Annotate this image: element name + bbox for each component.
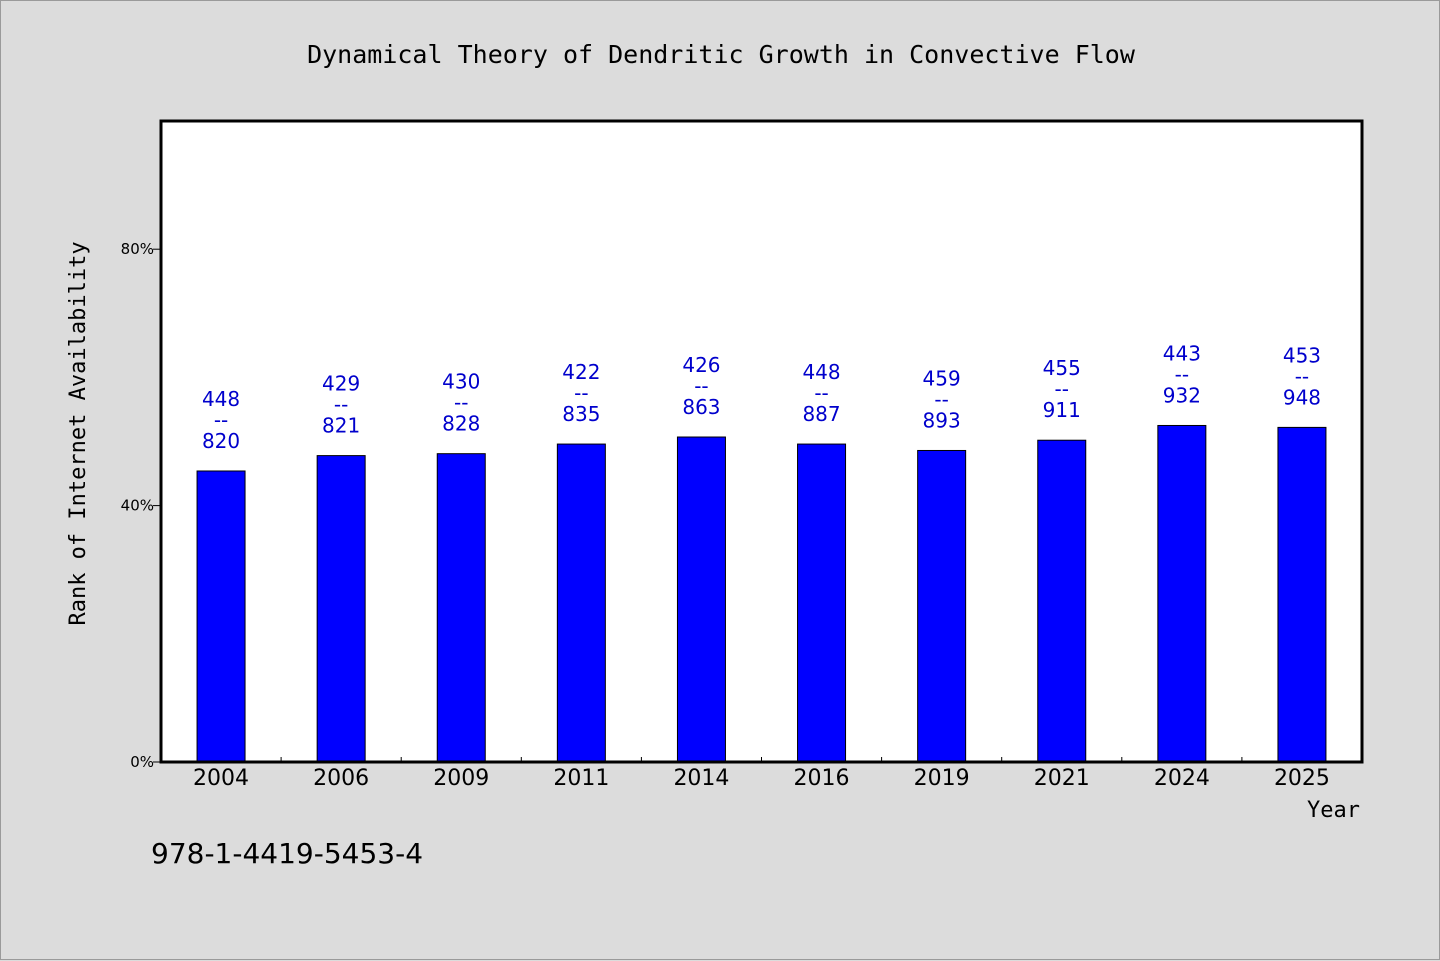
data-label-2019-2: 893 <box>923 408 961 432</box>
x-tick-label-2021: 2021 <box>1034 766 1090 791</box>
data-label-2004-0: 448 <box>202 387 240 411</box>
bars-group <box>196 424 1327 763</box>
bar-2014 <box>676 436 726 763</box>
bar-2006 <box>316 455 366 763</box>
bar-2016 <box>797 443 847 763</box>
y-tick-label-80: 80% <box>121 240 154 258</box>
data-label-2011-2: 835 <box>562 402 600 426</box>
x-tick-label-2006: 2006 <box>313 766 369 791</box>
data-label-2016-2: 887 <box>802 402 840 426</box>
data-label-2021-0: 455 <box>1043 356 1081 380</box>
data-label-2004-1: -- <box>214 408 228 432</box>
data-label-2025-1: -- <box>1295 364 1309 388</box>
bar-2011 <box>556 443 606 763</box>
bar-2025 <box>1277 426 1327 763</box>
data-label-2009-2: 828 <box>442 412 480 436</box>
data-label-2021-1: -- <box>1055 377 1069 401</box>
x-axis-label: Year <box>1307 798 1360 823</box>
data-label-2006-0: 429 <box>322 372 360 396</box>
data-label-2016-0: 448 <box>802 360 840 384</box>
data-label-2006-2: 821 <box>322 414 360 438</box>
isbn-footnote: 978-1-4419-5453-4 <box>151 837 423 870</box>
data-label-2019-0: 459 <box>923 366 961 390</box>
data-label-2025-0: 453 <box>1283 343 1321 367</box>
x-axis: 2004 2006 2009 2011 2014 2016 2019 2021 2024 2025 <box>193 757 1330 791</box>
x-tick-label-2016: 2016 <box>794 766 850 791</box>
data-label-2024-0: 443 <box>1163 341 1201 365</box>
y-tick-label-0: 0% <box>130 753 154 771</box>
bar-2021 <box>1037 439 1087 763</box>
chart-title: Dynamical Theory of Dendritic Growth in … <box>307 40 1136 69</box>
data-label-2004-2: 820 <box>202 429 240 453</box>
data-label-2024-1: -- <box>1175 362 1189 386</box>
x-tick-label-2011: 2011 <box>553 766 609 791</box>
bar-2004 <box>196 470 246 763</box>
y-axis-label: Rank of Internet Availability <box>66 241 91 625</box>
x-tick-label-2004: 2004 <box>193 766 249 791</box>
bar-2024 <box>1157 424 1207 763</box>
data-label-2016-1: -- <box>814 381 828 405</box>
data-label-2011-0: 422 <box>562 360 600 384</box>
data-label-2014-0: 426 <box>682 353 720 377</box>
x-tick-label-2009: 2009 <box>433 766 489 791</box>
x-tick-label-2025: 2025 <box>1274 766 1330 791</box>
data-label-2025-2: 948 <box>1283 385 1321 409</box>
bar-2019 <box>917 449 967 763</box>
x-tick-label-2024: 2024 <box>1154 766 1210 791</box>
y-axis: 0% 40% 80% <box>121 240 161 771</box>
data-label-2019-1: -- <box>934 387 948 411</box>
data-labels-group: 448--820429--821430--828422--835426--863… <box>202 341 1321 453</box>
x-tick-label-2014: 2014 <box>673 766 729 791</box>
data-label-2009-0: 430 <box>442 370 480 394</box>
data-label-2021-2: 911 <box>1043 398 1081 422</box>
x-tick-label-2019: 2019 <box>914 766 970 791</box>
bar-2009 <box>436 453 486 763</box>
data-label-2014-1: -- <box>694 374 708 398</box>
y-tick-label-40: 40% <box>121 497 154 515</box>
data-label-2009-1: -- <box>454 391 468 415</box>
data-label-2006-1: -- <box>334 393 348 417</box>
data-label-2011-1: -- <box>574 381 588 405</box>
data-label-2014-2: 863 <box>682 395 720 419</box>
data-label-2024-2: 932 <box>1163 383 1201 407</box>
